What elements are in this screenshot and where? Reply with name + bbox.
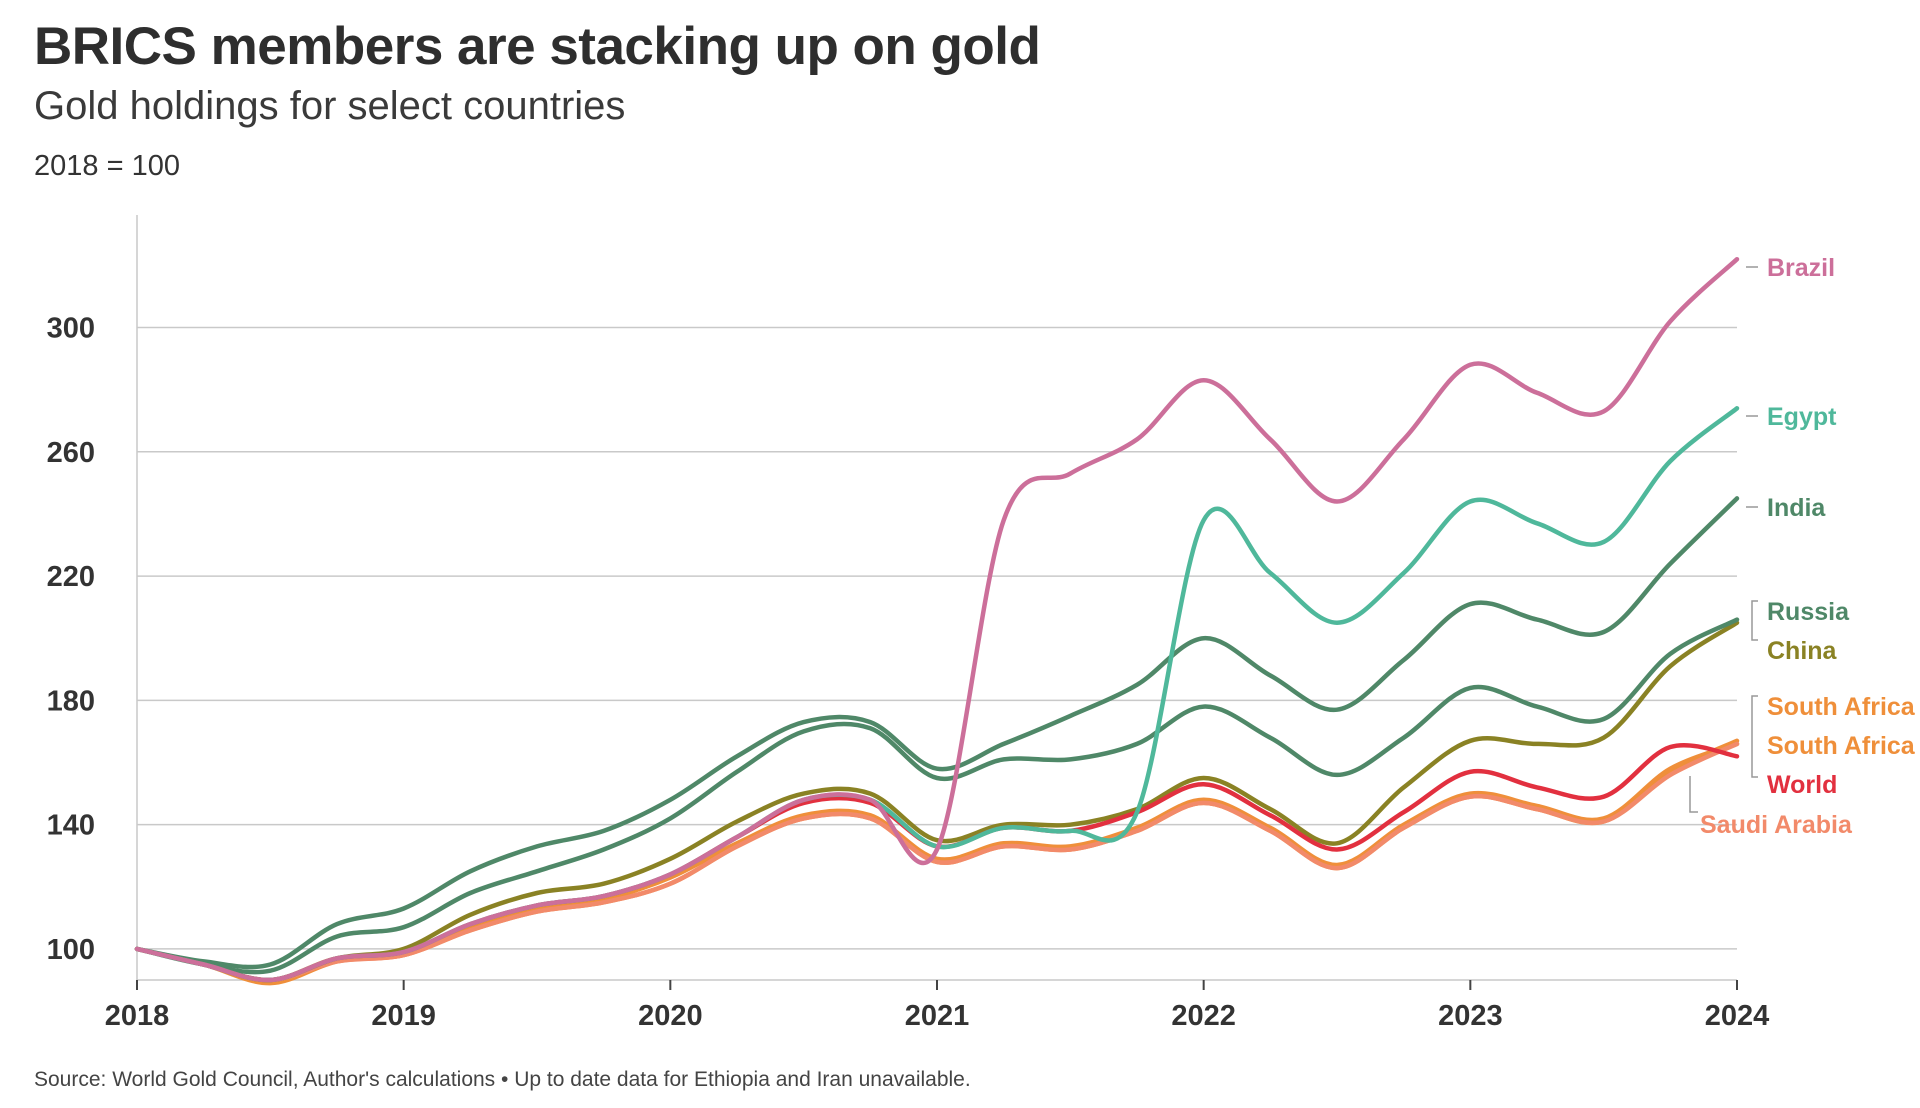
y-tick-label: 300 <box>47 313 95 345</box>
series-label-south-africa-6: South Africa <box>1767 732 1916 760</box>
grid-layer <box>137 326 1737 950</box>
series-label-brazil-0: Brazil <box>1767 254 1835 282</box>
label-layer: Brazil Egypt India Russia China South Africa S… <box>1689 254 1916 839</box>
x-tick-label: 2023 <box>1438 1000 1503 1032</box>
x-tick-label: 2020 <box>638 1000 703 1032</box>
series-line-brazil-0 <box>134 256 1740 983</box>
chart-title: BRICS members are stacking up on gold <box>34 17 1041 76</box>
series-line-saudi-arabia-8 <box>134 741 1740 983</box>
series-label-china-4: China <box>1767 637 1838 665</box>
series-layer <box>134 256 1740 986</box>
x-tick-label: 2022 <box>1171 1000 1236 1032</box>
x-tick-label: 2018 <box>105 1000 170 1032</box>
y-tick-label: 100 <box>47 934 95 966</box>
x-tick-label: 2024 <box>1705 1000 1770 1032</box>
y-tick-label: 220 <box>47 561 95 593</box>
series-line-india-2 <box>134 496 1740 970</box>
x-tick-label: 2019 <box>371 1000 436 1032</box>
series-label-india-2: India <box>1767 494 1826 522</box>
series-line-russia-3 <box>134 617 1740 975</box>
chart-subtitle: Gold holdings for select countries <box>34 84 626 128</box>
x-tick-label: 2021 <box>905 1000 970 1032</box>
axis-layer: 100 140 180 220 260 300 2018 2019 2020 2021 2022 20… <box>47 215 1770 1032</box>
line-chart: 100 140 180 220 260 300 2018 2019 2020 2021 2022 20… <box>47 215 1916 1032</box>
label-bracket <box>1751 600 1758 641</box>
source-note: Source: World Gold Council, Author's cal… <box>34 1068 971 1091</box>
series-label-saudi-arabia-8: Saudi Arabia <box>1700 811 1853 839</box>
series-label-south-africa-5: South Africa <box>1767 693 1916 721</box>
y-tick-label: 260 <box>47 437 95 469</box>
series-label-russia-3: Russia <box>1767 598 1850 626</box>
series-line-china-4 <box>134 620 1740 983</box>
label-bracket <box>1751 695 1758 778</box>
index-base-note: 2018 = 100 <box>34 150 180 182</box>
label-leader <box>1689 776 1698 813</box>
y-tick-label: 180 <box>47 685 95 717</box>
series-label-world-7: World <box>1767 771 1837 799</box>
series-line-egypt-1 <box>134 406 1740 983</box>
y-tick-label: 140 <box>47 810 95 842</box>
series-label-egypt-1: Egypt <box>1767 403 1837 431</box>
